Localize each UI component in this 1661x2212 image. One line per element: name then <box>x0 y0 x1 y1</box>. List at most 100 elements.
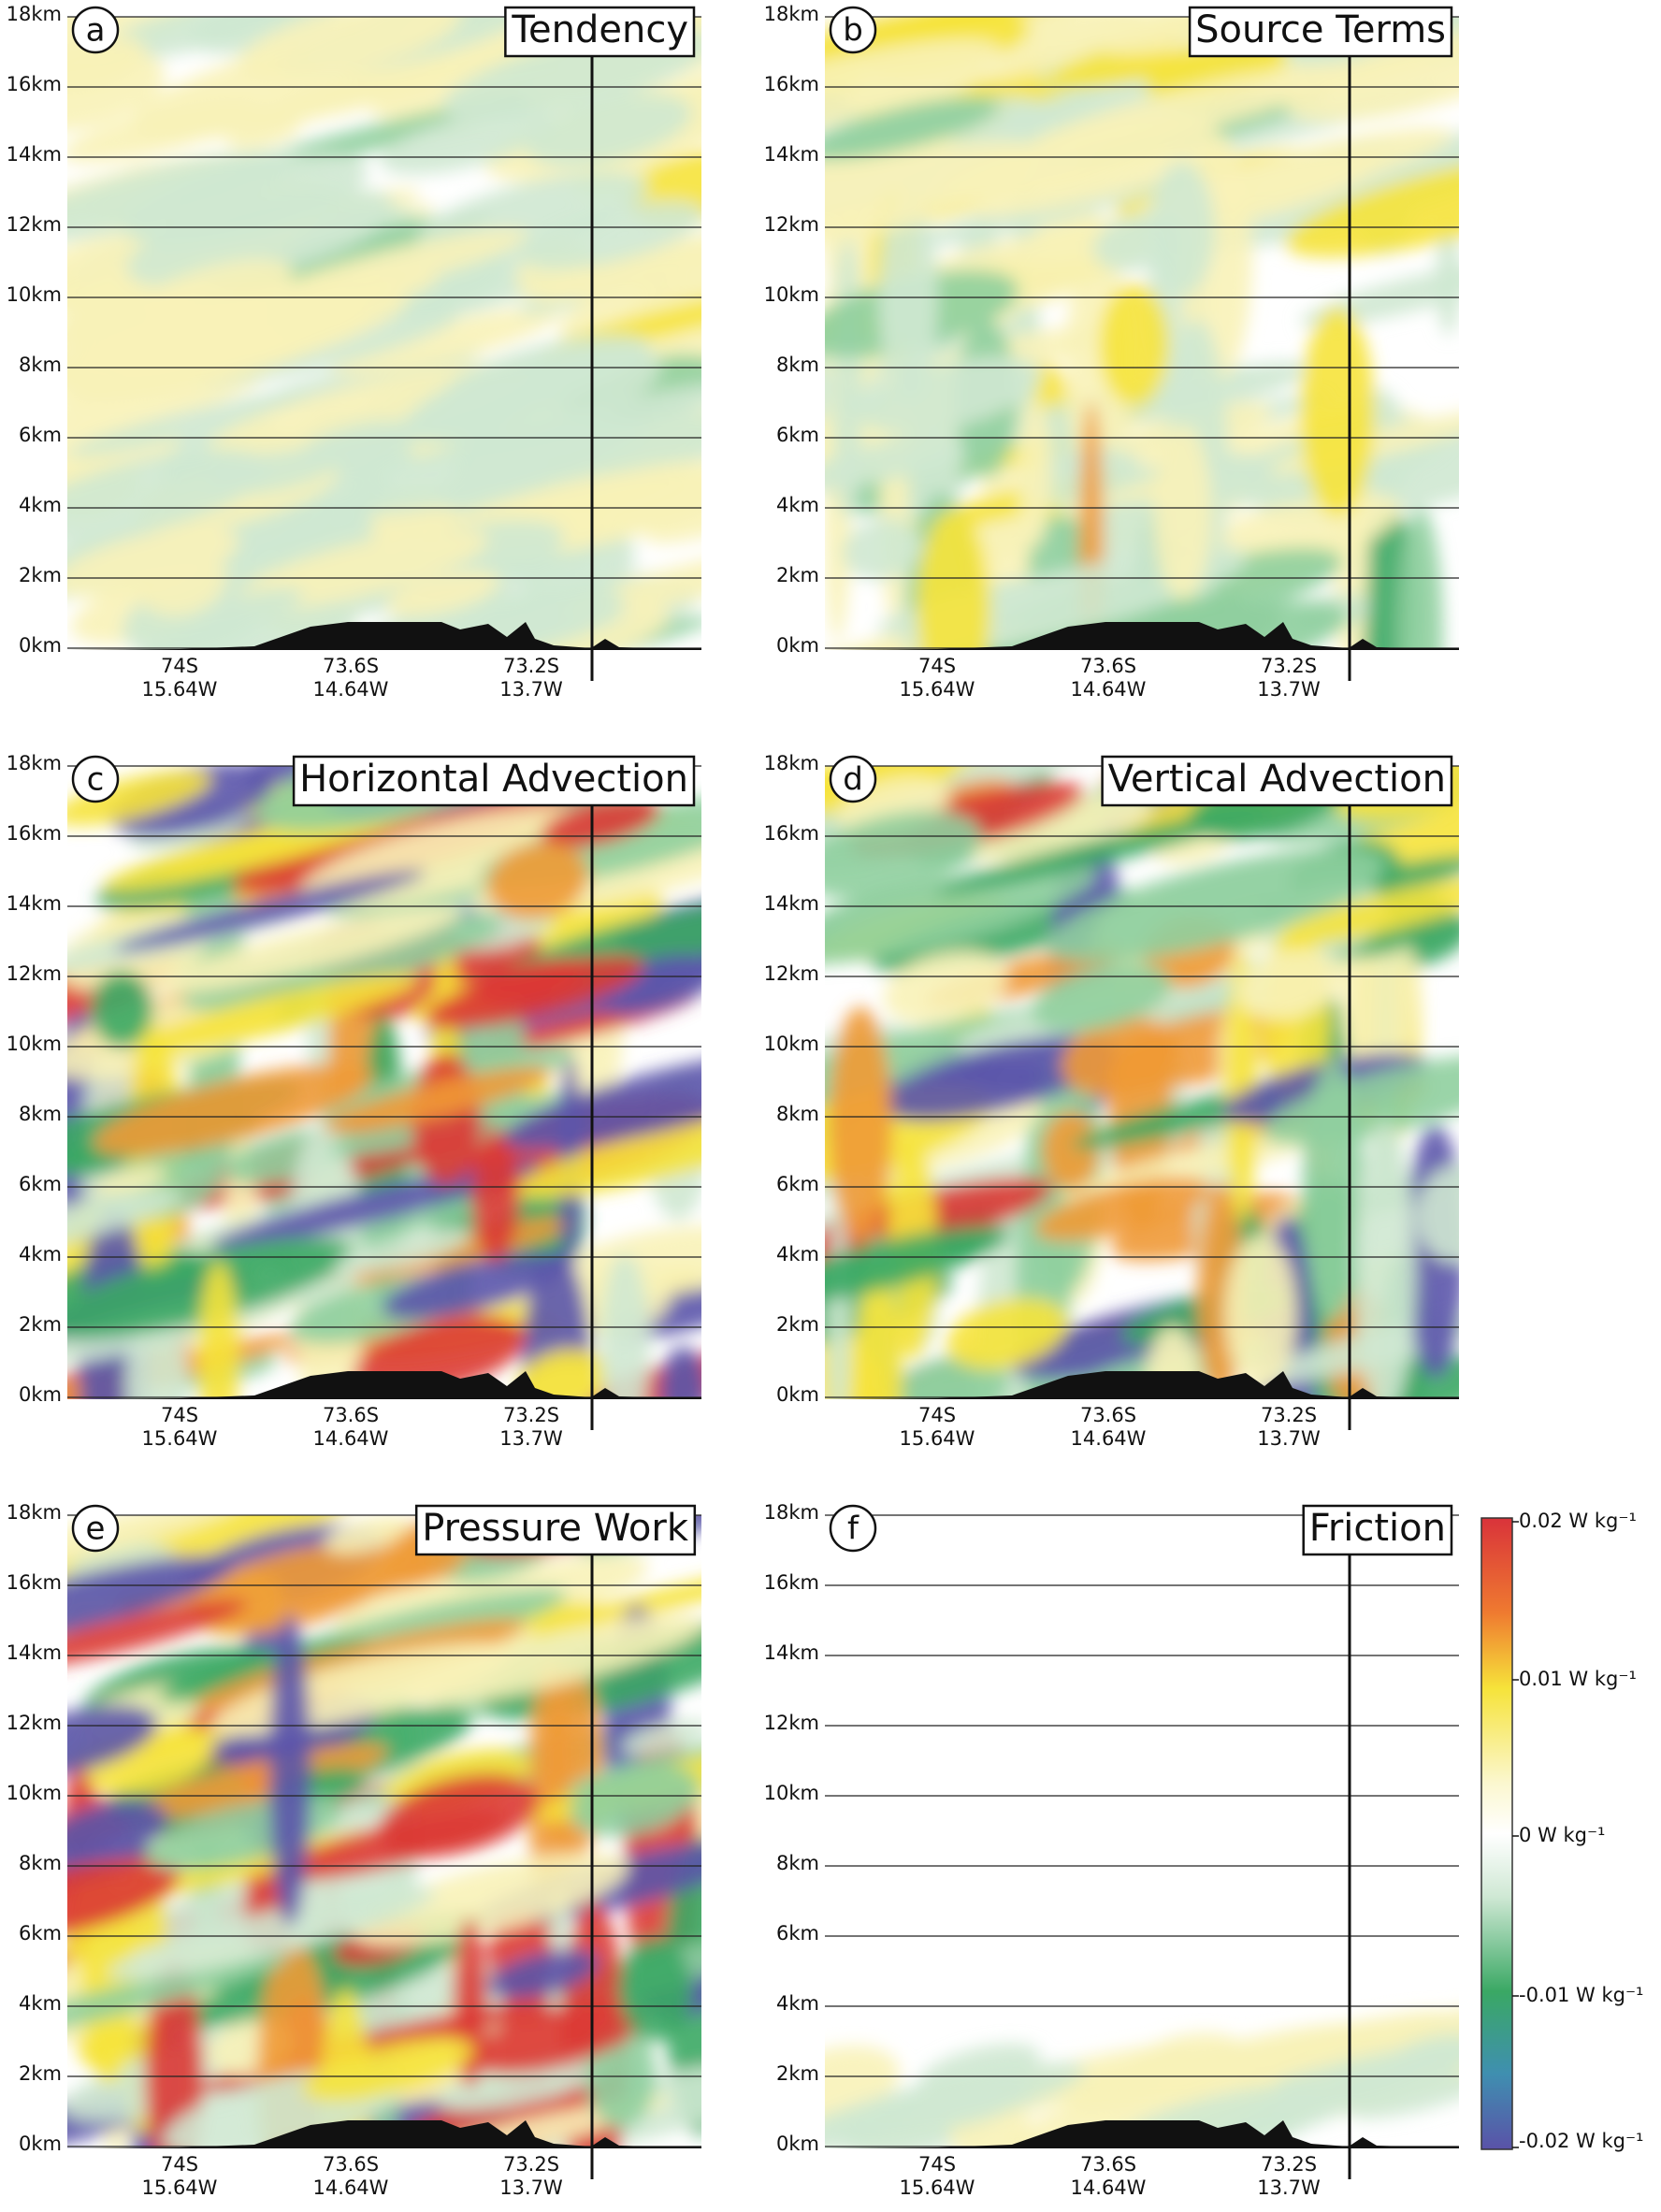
x-tick-label: 74S <box>161 655 198 677</box>
terrain <box>825 2120 1459 2148</box>
field-blob <box>67 527 239 599</box>
panel-title: Source Terms <box>1195 8 1446 51</box>
panel-letter-circle <box>71 1504 120 1553</box>
y-tick-label: 6km <box>19 1173 62 1195</box>
field-blob <box>67 1956 289 2045</box>
field-blob <box>67 150 306 244</box>
field-blob <box>402 1613 701 1705</box>
y-tick-label: 14km <box>7 892 62 915</box>
y-tick-label: 16km <box>764 822 819 845</box>
field-blob <box>1285 152 1459 258</box>
field-blob <box>351 1853 629 1946</box>
field-blob <box>1347 2073 1459 2119</box>
y-tick-label: 4km <box>19 1992 62 2015</box>
field-blob <box>385 571 500 617</box>
field-blob <box>91 17 325 62</box>
field-blob <box>1416 1166 1459 1263</box>
field-blob <box>186 1543 400 1635</box>
colorbar-gradient <box>1480 1517 1513 2150</box>
y-tick-label: 16km <box>7 1571 62 1594</box>
y-tick-label: 14km <box>7 143 62 166</box>
field-blob <box>425 955 644 1029</box>
terrain <box>67 2120 701 2148</box>
field-blob <box>236 17 462 82</box>
x-tick-label: 14.64W <box>313 678 389 701</box>
field-blob <box>547 235 701 299</box>
y-tick-label: 12km <box>7 962 62 985</box>
field-blob <box>471 1131 520 1262</box>
field <box>67 17 701 650</box>
x-tick-label: 14.64W <box>1071 1427 1147 1450</box>
panel-title-box <box>1188 6 1453 58</box>
panel-title: Pressure Work <box>422 1507 689 1550</box>
field-blob <box>324 1515 413 1554</box>
field-blob <box>825 862 1096 965</box>
y-tick-label: 2km <box>19 2062 62 2085</box>
y-tick-label: 4km <box>19 1243 62 1265</box>
y-tick-label: 8km <box>776 1852 819 1874</box>
x-tick-label: 13.7W <box>1257 1427 1321 1450</box>
field-blob <box>67 234 172 311</box>
x-tick-label: 15.64W <box>142 2176 218 2199</box>
field-blob <box>67 48 166 133</box>
panel: 18km 16km 14km 12km 10km 8km 6km 4km 2km 0km 74S15… <box>7 1501 701 2199</box>
panel: 18km 16km 14km 12km 10km 8km 6km 4km 2km 0km 74S15… <box>764 752 1459 1450</box>
y-tick-label: 8km <box>776 354 819 376</box>
field-blob <box>67 1599 248 1672</box>
field-blob <box>510 887 663 949</box>
field-blob <box>1031 962 1172 1033</box>
field-blob <box>1145 2011 1451 2095</box>
y-tick-label: 16km <box>7 822 62 845</box>
field-blob <box>503 1049 701 1149</box>
field-blob <box>123 152 368 244</box>
field-blob <box>269 1613 311 1927</box>
field-blob <box>860 356 1042 434</box>
y-tick-label: 0km <box>19 634 62 657</box>
field-blob <box>660 1346 701 1399</box>
field-blob <box>138 1743 389 1818</box>
field-blob <box>1041 1111 1101 1191</box>
panel-title-box <box>414 1504 697 1556</box>
x-tick-label: 15.64W <box>142 1427 218 1450</box>
field-blob <box>1099 282 1170 407</box>
field-blob <box>331 307 562 376</box>
field-blob <box>67 1190 182 1254</box>
field-blob <box>182 914 502 1011</box>
y-tick-label: 12km <box>764 1712 819 1734</box>
x-tick-label: 73.2S <box>503 1404 559 1426</box>
field-blob <box>918 2044 1040 2094</box>
y-tick-label: 18km <box>764 3 819 25</box>
field-blob <box>141 259 293 318</box>
x-tick-label: 73.6S <box>323 2153 379 2176</box>
field-blob <box>1300 307 1375 517</box>
field-blob <box>829 1006 892 1242</box>
y-tick-label: 2km <box>776 2062 819 2085</box>
field-blob <box>67 1555 235 1646</box>
x-tick-label: 73.2S <box>1261 1404 1317 1426</box>
field-blob <box>884 1355 1008 1399</box>
x-tick-label: 73.6S <box>1080 1404 1136 1426</box>
field-blob <box>1235 948 1345 1019</box>
y-tick-label: 12km <box>7 1712 62 1734</box>
panel-title: Vertical Advection <box>1108 758 1446 801</box>
y-tick-label: 4km <box>776 494 819 516</box>
field-blob <box>1034 1177 1210 1242</box>
field-blob <box>843 518 922 580</box>
field-blob <box>133 974 419 1054</box>
x-tick-label: 14.64W <box>313 1427 389 1450</box>
field-blob <box>1299 263 1459 327</box>
y-tick-label: 14km <box>764 892 819 915</box>
y-tick-label: 6km <box>19 1922 62 1945</box>
field-blob <box>917 509 991 650</box>
y-tick-label: 18km <box>7 752 62 774</box>
field-blob <box>67 98 262 163</box>
field-blob <box>67 1237 354 1339</box>
x-tick-label: 13.7W <box>1257 678 1321 701</box>
panel-title-box <box>1302 1504 1453 1556</box>
y-tick-label: 2km <box>776 564 819 586</box>
colorbar: 0.02 W kg⁻¹ 0.01 W kg⁻¹ 0 W kg⁻¹ -0.01 W kg… <box>1480 1510 1643 2152</box>
field-blob <box>302 2037 474 2102</box>
x-tick-label: 15.64W <box>900 678 975 701</box>
field-blob <box>882 1034 1118 1121</box>
y-tick-label: 0km <box>776 634 819 657</box>
